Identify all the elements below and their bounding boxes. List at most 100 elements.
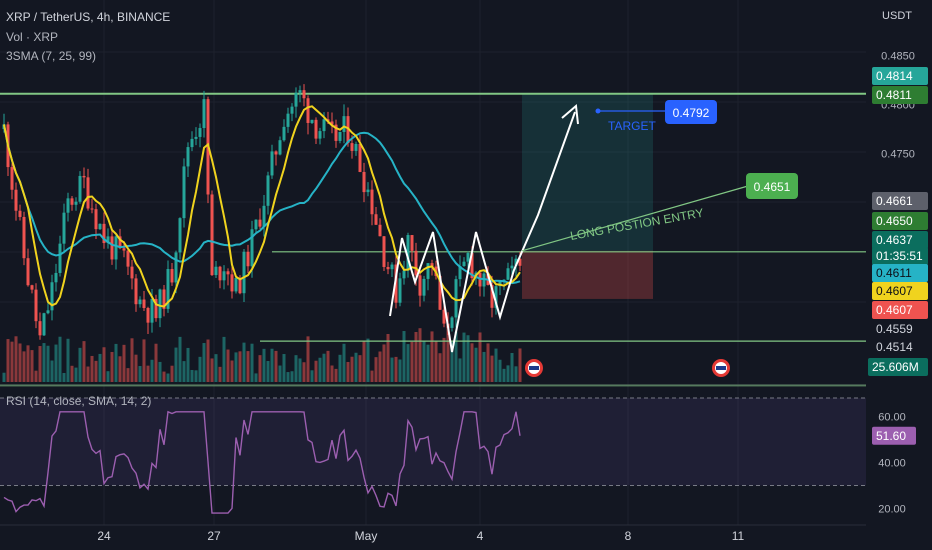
- candle-body: [410, 235, 414, 251]
- volume-bar: [290, 371, 294, 382]
- candle-body: [194, 136, 198, 139]
- price-label: 0.4814: [876, 69, 913, 83]
- price-label: 0.4611: [876, 266, 912, 280]
- event-flag-icon: [529, 366, 539, 370]
- volume-bar: [370, 370, 374, 382]
- entry-badge-value: 0.4651: [754, 180, 791, 194]
- volume-bar: [306, 336, 310, 382]
- volume-bar: [38, 346, 42, 382]
- volume-bar: [358, 355, 362, 382]
- volume-bar: [102, 347, 106, 382]
- volume-bar: [354, 352, 358, 382]
- volume-bar: [474, 347, 478, 382]
- candle-body: [382, 236, 386, 267]
- candle-body: [222, 271, 226, 281]
- volume-bar: [190, 369, 194, 382]
- volume-bar: [330, 365, 334, 382]
- candle-body: [454, 279, 458, 318]
- candle-body: [170, 269, 174, 283]
- volume-bar: [478, 332, 482, 382]
- volume-bar: [46, 345, 50, 382]
- price-label-bg: [872, 231, 928, 249]
- candle-body: [246, 251, 250, 267]
- candle-body: [114, 236, 118, 260]
- candle-body: [450, 317, 454, 328]
- candle-body: [438, 275, 442, 310]
- candle-body: [190, 138, 194, 148]
- volume-bar: [134, 354, 138, 382]
- candle-body: [262, 205, 266, 227]
- rsi-value: 51.60: [876, 429, 906, 443]
- x-tick-label: 8: [625, 529, 632, 543]
- volume-bar: [302, 362, 306, 382]
- candle-body: [54, 272, 58, 283]
- volume-bar: [50, 360, 54, 382]
- volume-bar: [446, 327, 450, 382]
- symbol-legend[interactable]: XRP / TetherUS, 4h, BINANCE: [6, 10, 171, 24]
- x-tick-label: 27: [207, 529, 221, 543]
- volume-bar: [278, 365, 282, 382]
- volume-bar: [198, 356, 202, 382]
- volume-bar: [126, 368, 130, 382]
- candle-body: [490, 284, 494, 308]
- volume-bar: [26, 345, 30, 382]
- rsi-legend[interactable]: RSI (14, close, SMA, 14, 2): [6, 394, 152, 408]
- volume-bar: [74, 367, 78, 382]
- volume-bar: [202, 343, 206, 382]
- volume-bar: [298, 358, 302, 382]
- volume-bar: [242, 342, 246, 382]
- volume-bar: [222, 336, 226, 382]
- volume-bar: [82, 341, 86, 382]
- event-flag-icon: [716, 366, 726, 370]
- volume-bar: [246, 351, 250, 382]
- candle-body: [254, 219, 258, 230]
- candle-body: [46, 310, 50, 314]
- candle-body: [186, 147, 190, 167]
- candle-body: [322, 119, 326, 132]
- candle-body: [50, 282, 54, 311]
- candle-body: [286, 113, 290, 127]
- candle-body: [374, 214, 378, 225]
- candle-body: [458, 266, 462, 280]
- volume-bar: [90, 355, 94, 382]
- candle-body: [242, 251, 246, 294]
- candle-body: [430, 263, 434, 267]
- volume-bar: [258, 355, 262, 382]
- candle-body: [106, 236, 110, 244]
- candle-body: [226, 271, 230, 275]
- candle-body: [426, 263, 430, 279]
- volume-bar: [466, 335, 470, 382]
- volume-bar: [218, 366, 222, 382]
- y-tick-label: 0.4850: [881, 50, 915, 62]
- candle-body: [234, 278, 238, 292]
- volume-bar: [166, 373, 170, 382]
- volume-bar: [94, 360, 98, 382]
- x-tick-label: 11: [732, 529, 745, 543]
- candle-body: [142, 299, 146, 308]
- candle-body: [38, 321, 42, 336]
- volume-bar: [454, 331, 458, 382]
- volume-bar: [30, 350, 34, 382]
- candle-body: [22, 216, 26, 259]
- candle-body: [70, 198, 74, 205]
- volume-bar: [338, 354, 342, 382]
- volume-bar: [346, 361, 350, 382]
- target-dot: [595, 108, 601, 114]
- candle-body: [218, 266, 222, 281]
- price-label: 0.4637: [876, 233, 913, 247]
- volume-bar: [150, 359, 154, 382]
- sma-legend[interactable]: 3SMA (7, 25, 99): [6, 49, 97, 63]
- candle-body: [390, 264, 394, 270]
- volume-bar: [510, 353, 514, 382]
- volume-legend[interactable]: Vol · XRP: [6, 30, 59, 44]
- candle-body: [86, 177, 90, 209]
- volume-bar: [234, 352, 238, 382]
- rsi-tick-label: 40.00: [878, 457, 906, 469]
- volume-bar: [286, 372, 290, 382]
- target-label: TARGET: [608, 119, 656, 133]
- candle-body: [270, 151, 274, 176]
- volume-bar: [2, 372, 6, 382]
- target-badge: [665, 100, 717, 124]
